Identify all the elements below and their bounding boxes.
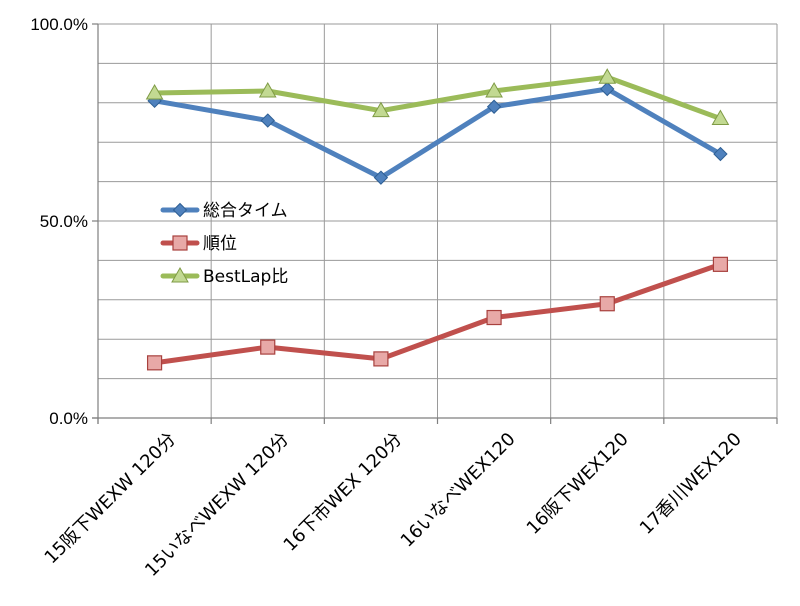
data-point: [599, 296, 615, 312]
series-line-2: [152, 261, 723, 366]
data-point: [372, 101, 390, 118]
y-tick-label: 50.0%: [40, 212, 88, 231]
data-point: [485, 81, 503, 98]
legend-label: 総合タイム: [203, 201, 288, 221]
data-point: [373, 170, 389, 185]
data-point: [486, 309, 502, 326]
data-point: [598, 68, 617, 84]
x-tick-label: 16阪下WEX120: [523, 429, 633, 539]
legend-label: BestLap比: [203, 267, 288, 287]
data-point: [146, 355, 163, 371]
x-tick-label: 16いなべWEX120: [397, 429, 520, 552]
data-point: [258, 81, 277, 98]
data-point: [260, 113, 275, 128]
series-line-3: [152, 74, 723, 122]
x-tick-label: 16下市WEX 120分: [280, 429, 407, 556]
data-point: [486, 99, 502, 114]
series-line-1: [152, 86, 723, 181]
legend-marker: [172, 235, 188, 251]
legend-label: 順位: [203, 234, 237, 254]
y-tick-label: 0.0%: [49, 409, 88, 428]
data-point: [712, 256, 729, 272]
data-point: [600, 81, 615, 97]
data-point: [713, 146, 728, 162]
data-point: [260, 339, 276, 355]
x-tick-label: 17香川WEX120: [636, 429, 746, 539]
legend-marker: [171, 266, 189, 283]
data-point: [711, 109, 730, 126]
y-tick-label: 100.0%: [30, 15, 88, 34]
series: [145, 68, 730, 371]
legend-marker: [172, 202, 188, 218]
data-point: [145, 83, 164, 100]
data-point: [373, 351, 389, 367]
axes: [92, 23, 778, 424]
